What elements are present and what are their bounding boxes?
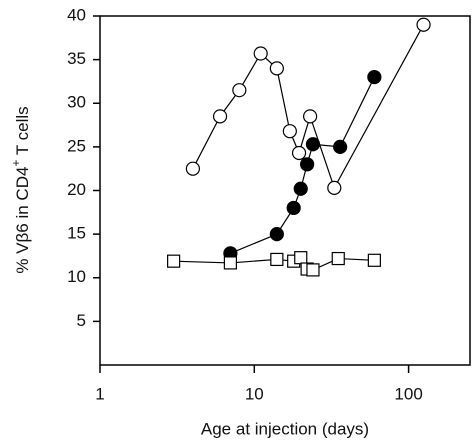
data-point (333, 139, 348, 154)
y-label-sup: + (9, 160, 23, 167)
data-point (416, 17, 431, 32)
plot-frame (99, 15, 471, 366)
data-point (269, 61, 284, 76)
data-point (367, 253, 381, 267)
x-tick-label: 1 (95, 384, 104, 403)
data-point (305, 137, 321, 152)
data-point (282, 124, 297, 139)
y-tick-label: 15 (67, 224, 86, 243)
x-tick-label: 100 (394, 384, 422, 403)
data-point (300, 157, 315, 172)
data-point (185, 161, 200, 176)
data-point (232, 83, 247, 98)
y-label-part: T cells (13, 106, 32, 159)
data-point (223, 256, 237, 270)
y-tick-label: 20 (67, 180, 86, 199)
y-tick-label: 25 (67, 136, 86, 155)
data-point (291, 145, 307, 161)
y-tick-label: 5 (77, 311, 86, 330)
data-point (253, 46, 268, 61)
data-point (294, 251, 308, 265)
data-point (167, 254, 181, 268)
data-point (331, 251, 345, 266)
series-line (192, 24, 425, 190)
data-point (293, 181, 308, 196)
data-point (306, 263, 320, 277)
data-point (212, 109, 228, 124)
y-axis-label: % Vβ6 in CD4+ T cells (9, 106, 32, 273)
x-axis-label: Age at injection (days) (201, 419, 369, 438)
x-tick-label: 10 (245, 384, 264, 403)
data-point (269, 227, 284, 242)
y-tick-label: 35 (67, 49, 86, 68)
y-tick-label: 30 (67, 93, 86, 112)
data-point (367, 69, 382, 85)
y-tick-label: 40 (67, 5, 86, 24)
data-point (303, 109, 318, 124)
y-tick-label: 10 (67, 267, 86, 286)
y-label-part: % Vβ6 in CD4 (13, 167, 32, 274)
data-point (327, 180, 342, 195)
data-point (270, 252, 284, 267)
data-point (286, 200, 301, 216)
